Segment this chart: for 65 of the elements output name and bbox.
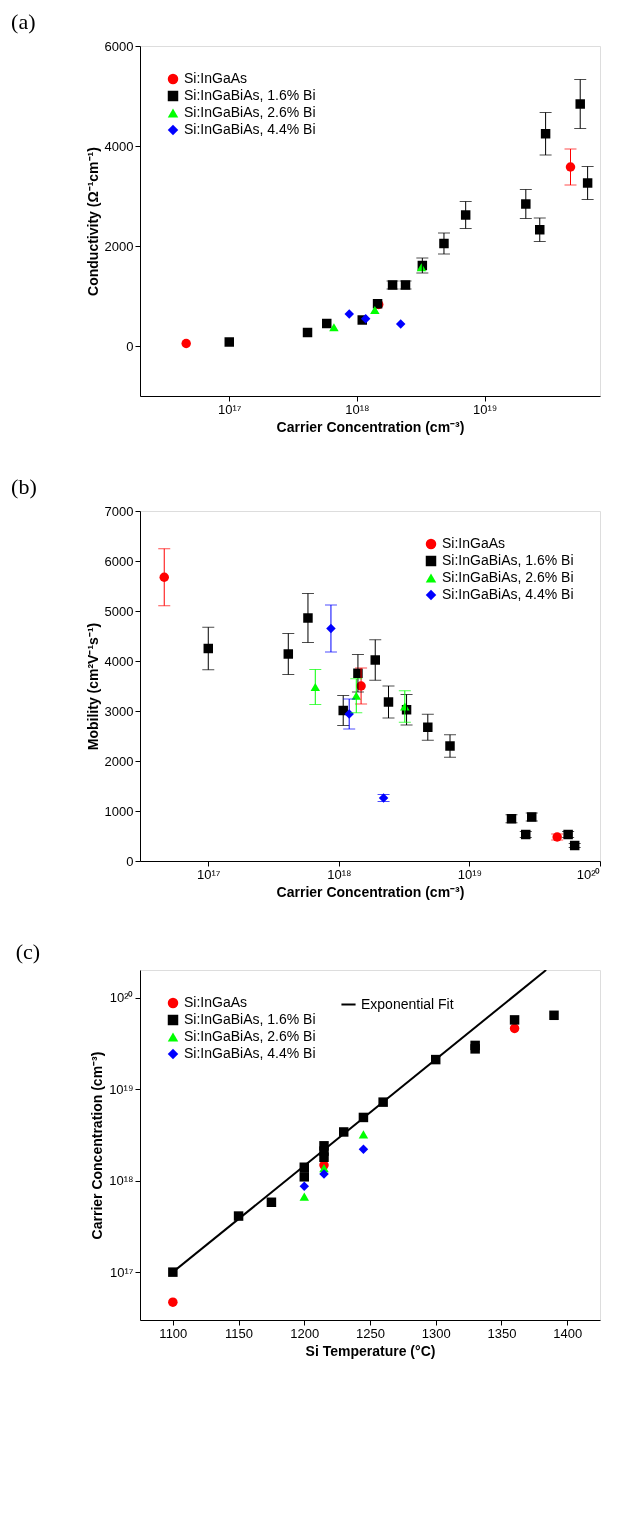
y-tick-label: 10¹⁹ — [109, 1081, 134, 1097]
chart-title: (c) — [15, 939, 41, 964]
x-axis-title: Si Temperature (°C) — [305, 1342, 436, 1359]
x-tick-label: 1250 — [356, 1325, 385, 1341]
y-tick-label: 4000 — [104, 138, 134, 154]
legend-label: Si:InGaAs — [184, 994, 248, 1010]
legend-label: Si:InGaBiAs, 4.4% Bi — [442, 586, 574, 602]
chart-title: (b) — [11, 474, 37, 499]
x-tick-label: 10¹⁸ — [327, 866, 352, 882]
x-tick-label: 1100 — [159, 1325, 188, 1341]
y-tick-label: 6000 — [104, 553, 134, 569]
y-tick-label: 10¹⁷ — [110, 1264, 134, 1280]
legend-label: Si:InGaBiAs, 4.4% Bi — [184, 121, 316, 137]
point — [168, 1267, 178, 1277]
point — [299, 1172, 310, 1182]
point — [509, 1023, 520, 1034]
point — [549, 1010, 559, 1021]
point — [358, 1130, 369, 1139]
point — [266, 1197, 277, 1208]
y-axis-title: Conductivity (Ω⁻¹cm⁻¹) — [84, 147, 101, 296]
x-axis-title: Carrier Concentration (cm⁻³) — [276, 883, 465, 900]
x-tick-label: 1400 — [553, 1325, 583, 1341]
legend-label: Exponential Fit — [361, 995, 454, 1012]
y-tick-label: 2000 — [104, 238, 134, 254]
y-tick-label: 0 — [126, 338, 134, 354]
y-axis-title: Carrier Concentration (cm⁻³) — [89, 1051, 106, 1240]
x-tick-label: 10¹⁸ — [345, 401, 370, 417]
x-tick-label: 1350 — [487, 1325, 517, 1341]
x-tick-label: 10¹⁷ — [218, 401, 242, 417]
legend-label: Si:InGaBiAs, 1.6% Bi — [184, 1011, 316, 1027]
x-tick-label: 1200 — [290, 1325, 320, 1341]
y-tick-label: 7000 — [104, 503, 134, 519]
x-axis-title: Carrier Concentration (cm⁻³) — [276, 418, 465, 435]
point — [509, 1015, 520, 1025]
point — [358, 1144, 369, 1155]
y-tick-label: 10²⁰ — [109, 990, 134, 1006]
y-tick-label: 3000 — [104, 703, 134, 719]
legend-label: Si:InGaBiAs, 1.6% Bi — [442, 552, 574, 568]
y-tick-label: 1000 — [104, 803, 134, 819]
x-tick-label: 10¹⁹ — [472, 401, 498, 417]
point — [319, 1152, 329, 1162]
x-tick-label: 10²⁰ — [576, 866, 601, 882]
legend-label: Si:InGaBiAs, 4.4% Bi — [184, 1045, 316, 1061]
x-tick-label: 10¹⁹ — [457, 866, 483, 882]
chart-title: (a) — [11, 9, 36, 34]
y-tick-label: 10¹⁸ — [109, 1173, 134, 1189]
legend-label: Si:InGaBiAs, 2.6% Bi — [184, 104, 316, 120]
legend-label: Si:InGaBiAs, 2.6% Bi — [442, 569, 574, 585]
x-tick-label: 1300 — [421, 1325, 451, 1341]
legend-label: Si:InGaBiAs, 2.6% Bi — [184, 1028, 316, 1044]
y-tick-label: 2000 — [104, 753, 134, 769]
legend-label: Si:InGaAs — [442, 535, 506, 551]
x-tick-label: 1150 — [225, 1325, 254, 1341]
point — [470, 1044, 480, 1054]
y-tick-label: 5000 — [104, 603, 134, 619]
y-tick-label: 6000 — [104, 38, 134, 54]
point — [299, 1181, 310, 1191]
legend-label: Si:InGaAs — [184, 70, 248, 86]
point — [168, 1297, 178, 1307]
point — [299, 1192, 310, 1201]
y-tick-label: 4000 — [104, 653, 134, 669]
legend-label: Si:InGaBiAs, 1.6% Bi — [184, 87, 316, 103]
y-axis-title: Mobility (cm²V⁻¹s⁻¹) — [84, 622, 101, 751]
x-tick-label: 10¹⁷ — [197, 866, 221, 882]
y-tick-label: 0 — [126, 853, 134, 869]
